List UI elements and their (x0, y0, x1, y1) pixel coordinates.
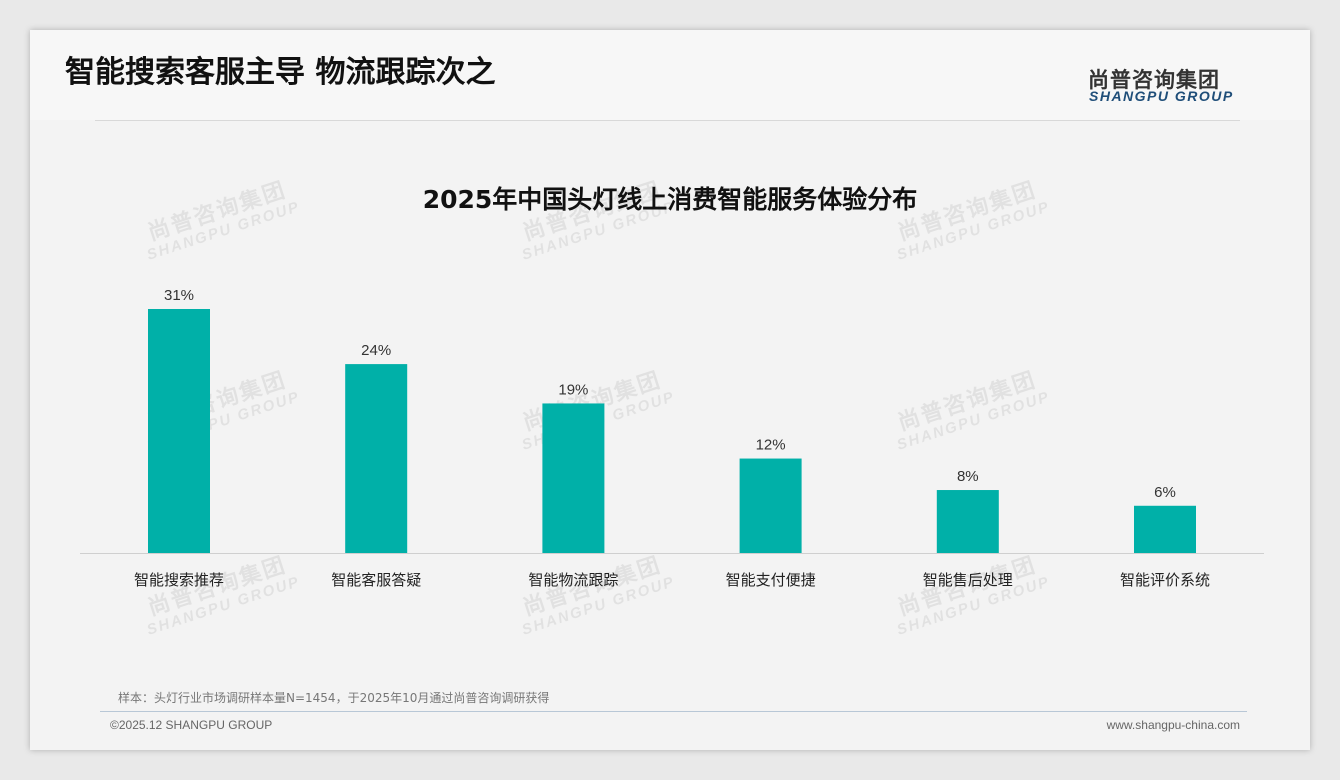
bar (148, 309, 210, 553)
data-label: 12% (756, 437, 786, 454)
data-label: 6% (1154, 484, 1176, 501)
category-label: 智能售后处理 (923, 571, 1013, 589)
website-link[interactable]: www.shangpu-china.com (1106, 718, 1240, 732)
slide (30, 30, 1310, 750)
bar (542, 403, 605, 553)
category-label: 智能搜索推荐 (134, 571, 224, 589)
data-label: 8% (957, 468, 979, 485)
category-label: 智能支付便捷 (726, 571, 816, 589)
category-label: 智能评价系统 (1120, 571, 1210, 589)
footer-divider (100, 711, 1247, 712)
category-label: 智能物流跟踪 (528, 571, 618, 589)
bar (1134, 505, 1196, 553)
header (30, 30, 1310, 120)
logo-en: SHANGPU GROUP (1089, 88, 1234, 104)
logo-cn: 尚普咨询集团 (1088, 68, 1220, 92)
bar (345, 364, 408, 553)
header-divider (95, 120, 1240, 121)
bar (936, 490, 999, 553)
page-title: 智能搜索客服主导 物流跟踪次之 (65, 55, 496, 90)
data-label: 31% (164, 287, 194, 304)
copyright: ©2025.12 SHANGPU GROUP (110, 718, 273, 732)
category-label: 智能客服答疑 (331, 571, 421, 589)
data-label: 24% (361, 342, 391, 359)
sample-note: 样本：头灯行业市场调研样本量N=1454，于2025年10月通过尚普咨询调研获得 (118, 691, 550, 705)
bar (739, 458, 802, 553)
chart-title: 2025年中国头灯线上消费智能服务体验分布 (422, 185, 918, 214)
data-label: 19% (558, 381, 588, 398)
